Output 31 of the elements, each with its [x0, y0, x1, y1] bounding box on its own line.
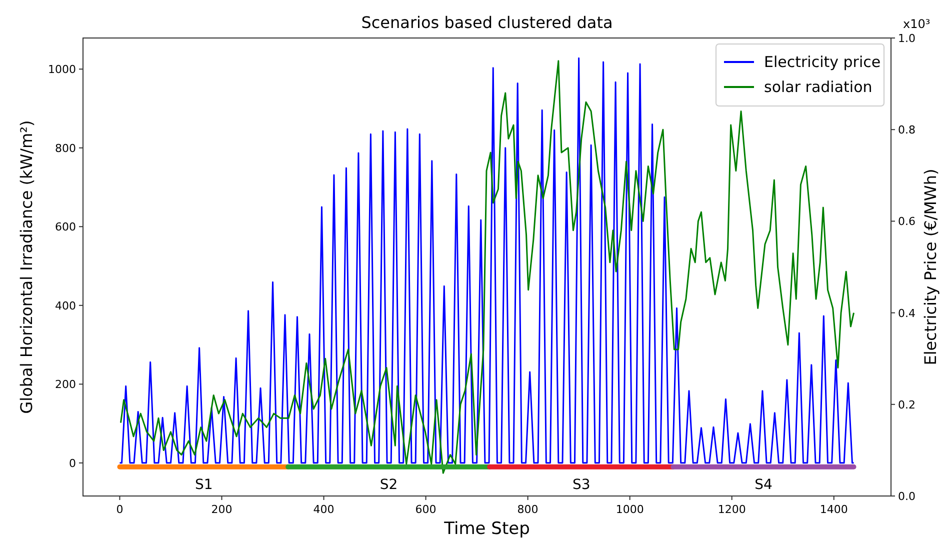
y-tick-label: 400: [55, 299, 76, 312]
y2-tick-label: 0.0: [898, 490, 916, 503]
y2-tick-label: 0.2: [898, 398, 916, 412]
text: x10³: [903, 17, 930, 31]
y-tick-label: 0: [69, 456, 76, 470]
y2-tick-label: 0.6: [898, 215, 916, 228]
series-label: S4: [754, 476, 772, 493]
y-tick-label: 800: [55, 142, 76, 155]
y-tick-label: 200: [55, 378, 76, 392]
legend-label: Electricity price: [764, 53, 881, 71]
x-tick-label: 800: [517, 503, 538, 516]
legend-label: solar radiation: [764, 78, 872, 96]
y2-axis-title: Electricity Price (€/MWh): [921, 168, 940, 366]
y2-tick-label: 0.4: [898, 306, 916, 320]
x-tick-label: 0: [116, 503, 124, 516]
x-tick-label: 1400: [820, 503, 848, 516]
chart-title: Scenarios based clustered data: [361, 13, 613, 32]
x-tick-label: 600: [415, 503, 436, 516]
y-tick-label: 600: [55, 220, 76, 234]
x-tick-label: 400: [313, 503, 334, 516]
x-tick-label: 1200: [718, 503, 746, 516]
x-tick-label: 1000: [616, 503, 644, 516]
y-axis-title: Global Horizontal Irradiance (kW/m²): [17, 120, 36, 414]
series-label: S2: [380, 476, 398, 493]
series-label: S3: [572, 476, 590, 493]
x-tick-label: 200: [211, 503, 232, 516]
y2-tick-label: 1.0: [898, 32, 916, 45]
series-label: S1: [194, 476, 213, 493]
y-tick-label: 1000: [48, 63, 76, 76]
y2-tick-label: 0.8: [898, 124, 916, 137]
x-axis-title: Time Step: [443, 519, 530, 538]
